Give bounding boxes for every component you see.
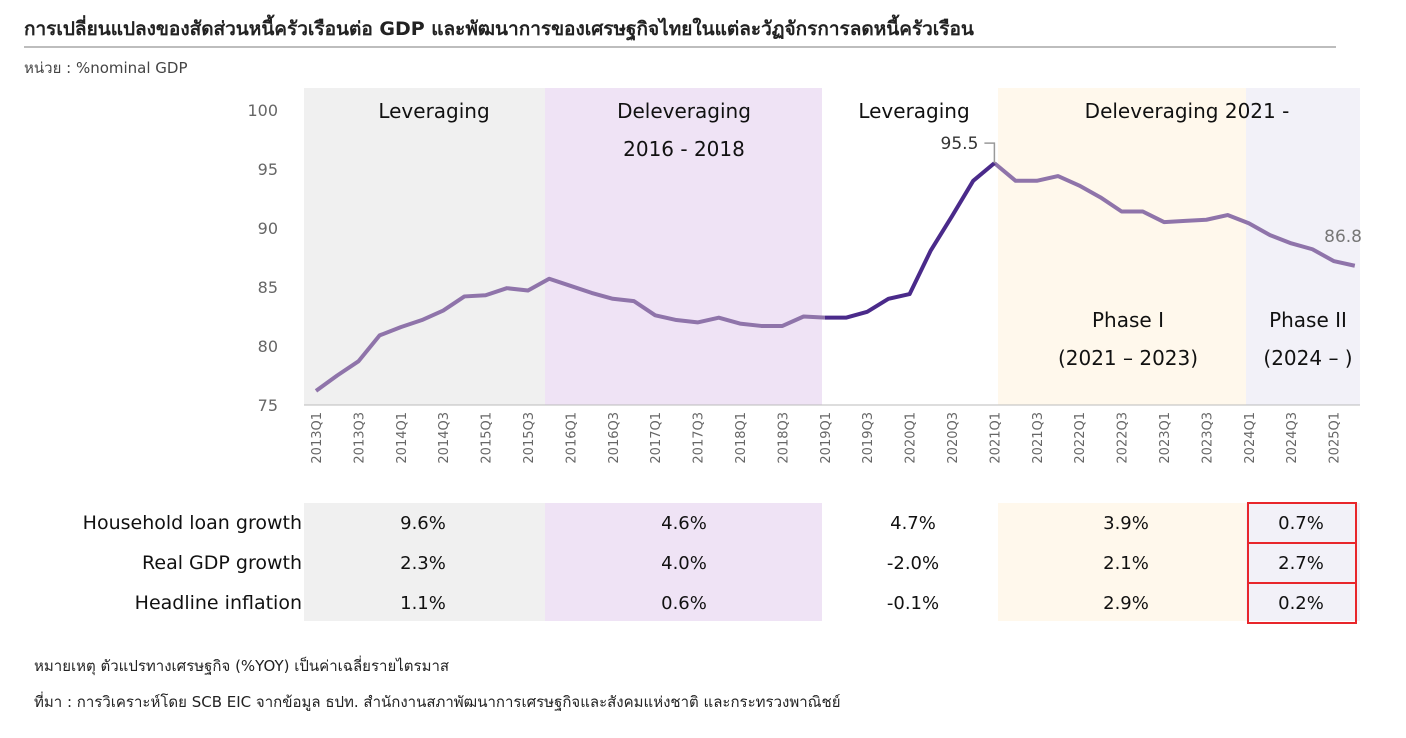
table-cell: 4.7% (890, 513, 936, 534)
table-cell: 0.6% (661, 593, 707, 614)
period-label: Deleveraging 2021 - (1085, 99, 1290, 123)
table-cell: 4.6% (661, 513, 707, 534)
footnote: หมายเหตุ ตัวแปรทางเศรษฐกิจ (%YOY) เป็นค่… (34, 657, 450, 675)
table-cell: -2.0% (887, 553, 939, 574)
x-tick-label: 2013Q3 (352, 412, 367, 464)
table-band (998, 503, 1246, 621)
period-band (545, 88, 822, 405)
x-tick-label: 2015Q1 (480, 412, 495, 464)
table-cell: -0.1% (887, 593, 939, 614)
period-label: Deleveraging (617, 99, 751, 123)
x-tick-label: 2022Q3 (1116, 412, 1131, 464)
unit-label: หน่วย : %nominal GDP (24, 59, 188, 77)
y-tick-label: 75 (258, 396, 278, 415)
table-band (545, 503, 822, 621)
period-label: Leveraging (858, 99, 969, 123)
x-tick-label: 2020Q1 (904, 412, 919, 464)
x-tick-label: 2021Q1 (988, 412, 1003, 464)
series-line-segment (314, 276, 825, 393)
table-cell: 9.6% (400, 513, 446, 534)
x-tick-label: 2017Q3 (692, 412, 707, 464)
x-tick-label: 2019Q1 (819, 412, 834, 464)
table-cell: 2.7% (1278, 553, 1324, 574)
period-band (822, 88, 998, 405)
x-tick-label: 2017Q1 (649, 412, 664, 464)
last-value-label: 86.8 (1324, 227, 1362, 247)
y-tick-label: 95 (258, 160, 278, 179)
y-tick-label: 90 (258, 219, 278, 238)
x-tick-label: 2016Q1 (564, 412, 579, 464)
y-tick-label: 80 (258, 337, 278, 356)
x-tick-label: 2022Q1 (1073, 412, 1088, 464)
x-tick-label: 2018Q3 (776, 412, 791, 464)
table-cell: 2.3% (400, 553, 446, 574)
chart-title: การเปลี่ยนแปลงของสัดส่วนหนี้ครัวเรือนต่อ… (24, 18, 974, 40)
period-band (998, 88, 1246, 405)
table-row-label: Real GDP growth (142, 552, 302, 574)
table-band (1246, 503, 1360, 621)
table-cell: 4.0% (661, 553, 707, 574)
series-line-segment (993, 161, 1356, 268)
x-tick-label: 2014Q1 (395, 412, 410, 464)
table-band (822, 503, 998, 621)
period-label: 2016 - 2018 (623, 137, 745, 161)
x-tick-label: 2023Q3 (1200, 412, 1215, 464)
table-cell: 0.2% (1278, 593, 1324, 614)
table-row-label: Household loan growth (83, 512, 302, 534)
x-tick-label: 2013Q1 (310, 412, 325, 464)
phase-label: Phase I (1092, 308, 1164, 332)
phase-label: (2024 – ) (1263, 346, 1352, 370)
y-tick-label: 100 (247, 101, 278, 120)
x-tick-label: 2021Q3 (1031, 412, 1046, 464)
series-line-segment (824, 161, 996, 320)
x-tick-label: 2023Q1 (1158, 412, 1173, 464)
table-cell: 2.1% (1103, 553, 1149, 574)
x-tick-label: 2020Q3 (946, 412, 961, 464)
table-cell: 2.9% (1103, 593, 1149, 614)
x-tick-label: 2024Q1 (1243, 412, 1258, 464)
table-band (304, 503, 545, 621)
title-divider (24, 46, 1336, 48)
peak-label: 95.5 (941, 134, 979, 154)
period-label: Leveraging (378, 99, 489, 123)
source-note: ที่มา : การวิเคราะห์โดย SCB EIC จากข้อมู… (34, 693, 841, 711)
period-band (304, 88, 545, 405)
annotation-leader (984, 142, 996, 164)
highlight-cell-border (1247, 582, 1357, 624)
x-tick-label: 2014Q3 (437, 412, 452, 464)
x-tick-label: 2015Q3 (522, 412, 537, 464)
table-row-label: Headline inflation (135, 592, 302, 614)
table-cell: 3.9% (1103, 513, 1149, 534)
x-tick-label: 2019Q3 (861, 412, 876, 464)
phase-label: Phase II (1269, 308, 1347, 332)
phase-label: (2021 – 2023) (1058, 346, 1198, 370)
table-cell: 1.1% (400, 593, 446, 614)
y-tick-label: 85 (258, 278, 278, 297)
x-tick-label: 2016Q3 (607, 412, 622, 464)
x-tick-label: 2024Q3 (1285, 412, 1300, 464)
x-tick-label: 2018Q1 (734, 412, 749, 464)
x-tick-label: 2025Q1 (1328, 412, 1343, 464)
table-cell: 0.7% (1278, 513, 1324, 534)
